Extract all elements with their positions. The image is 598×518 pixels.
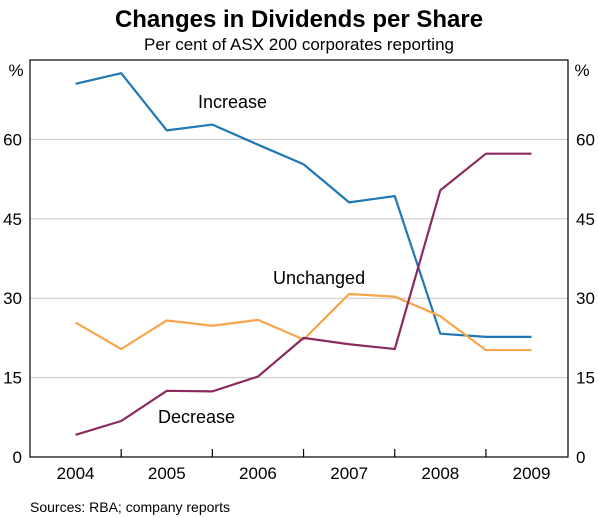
series-line-unchanged <box>75 292 532 352</box>
x-tick-label: 2004 <box>57 464 95 483</box>
y-ticks-right: 0 15 30 45 60 <box>576 130 595 467</box>
chart-subtitle: Per cent of ASX 200 corporates reporting <box>144 35 454 54</box>
y-tick-left: 60 <box>3 130 22 149</box>
series-label-unchanged: Unchanged <box>273 268 365 288</box>
series-label-increase: Increase <box>198 92 267 112</box>
y-tick-right: 60 <box>576 130 595 149</box>
series-label-decrease: Decrease <box>158 407 235 427</box>
x-tick-label: 2009 <box>513 464 551 483</box>
x-ticks <box>120 449 487 457</box>
y-ticks-left: 0 15 30 45 60 <box>3 130 22 467</box>
series-lines <box>75 72 532 436</box>
y-unit-right: % <box>574 61 589 80</box>
x-tick-label: 2006 <box>239 464 277 483</box>
x-tick-labels: 2004 2005 2006 2007 2008 2009 <box>57 464 551 483</box>
x-tick-label: 2008 <box>421 464 459 483</box>
y-tick-left: 30 <box>3 289 22 308</box>
y-tick-right: 30 <box>576 289 595 308</box>
y-tick-right: 45 <box>576 210 595 229</box>
source-note: Sources: RBA; company reports <box>30 499 230 515</box>
x-tick-label: 2005 <box>148 464 186 483</box>
series-line-decrease <box>75 152 532 436</box>
y-tick-left: 0 <box>13 448 22 467</box>
chart-title: Changes in Dividends per Share <box>115 6 483 33</box>
y-tick-right: 15 <box>576 369 595 388</box>
y-tick-left: 45 <box>3 210 22 229</box>
series-line-increase <box>75 72 532 338</box>
gridlines <box>30 138 568 379</box>
y-unit-left: % <box>8 61 23 80</box>
y-tick-right: 0 <box>576 448 585 467</box>
x-tick-label: 2007 <box>330 464 368 483</box>
plot-frame <box>29 59 569 458</box>
y-tick-left: 15 <box>3 369 22 388</box>
